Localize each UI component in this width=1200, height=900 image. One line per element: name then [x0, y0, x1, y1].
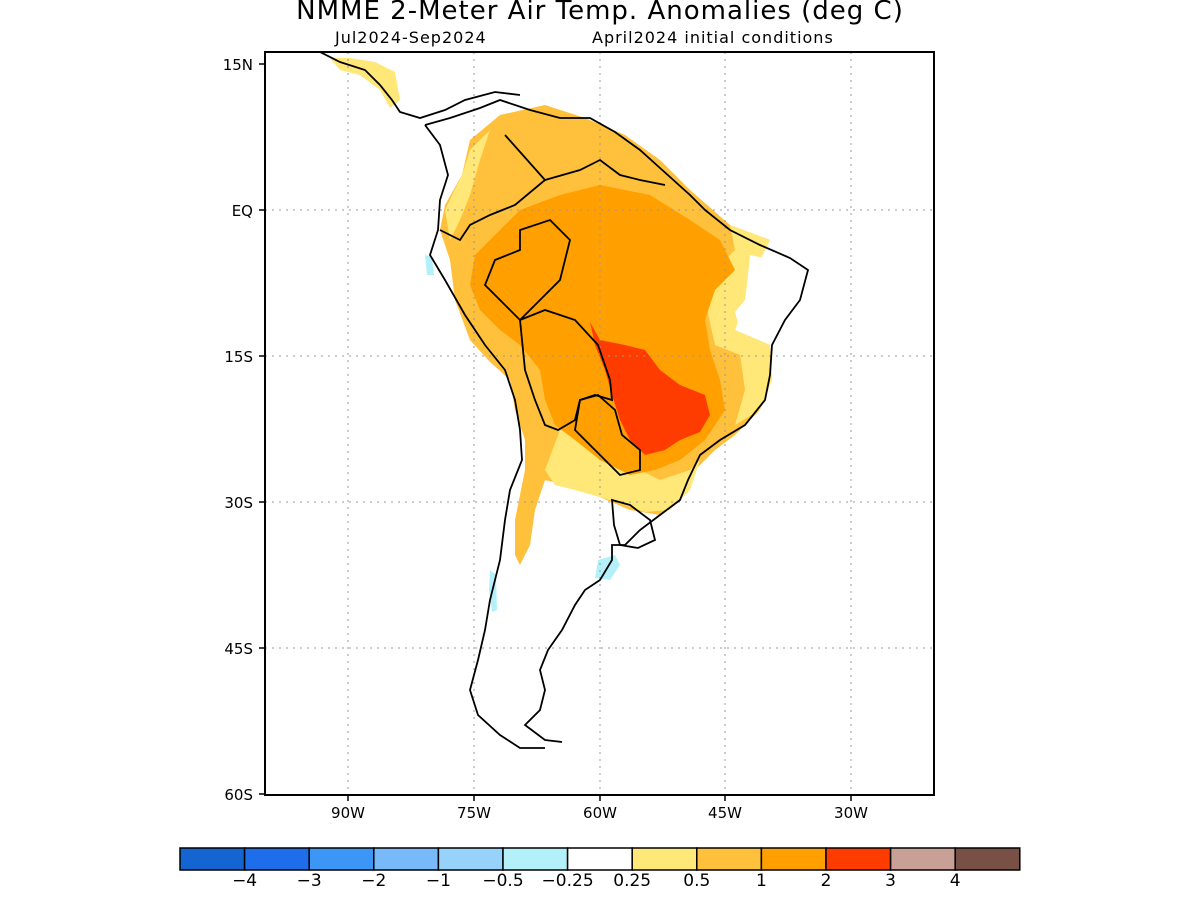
- anomaly-region-light-blue-3: [425, 255, 434, 275]
- colorbar-swatch: [566, 847, 633, 871]
- colorbar-swatch: [308, 847, 375, 871]
- lat-label-30s: 30S: [224, 494, 253, 512]
- colorbar-tick-label: −4: [232, 871, 258, 891]
- anomaly-region-white-ne: [735, 255, 795, 340]
- anomaly-field: [330, 58, 795, 612]
- colorbar-swatch: [437, 847, 504, 871]
- colorbar-swatch: [696, 847, 763, 871]
- colorbar-tick-label: −2: [361, 871, 387, 891]
- anomaly-region-yellow-nw: [445, 130, 490, 240]
- axis-ticks: [259, 63, 852, 801]
- lat-label-60s: 60S: [224, 786, 253, 804]
- lon-label-45w: 45W: [708, 804, 742, 822]
- colorbar-swatch: [825, 847, 892, 871]
- colorbar-swatch: [502, 847, 569, 871]
- colorbar-tick-label: −0.5: [482, 871, 524, 891]
- lat-label-45s: 45S: [224, 640, 253, 658]
- colorbar-tick-label: 2: [820, 871, 832, 891]
- lon-label-30w: 30W: [834, 804, 868, 822]
- colorbar-tick-label: −1: [425, 871, 451, 891]
- colorbar-tick-label: 1: [755, 871, 767, 891]
- anomaly-region-red: [590, 322, 710, 455]
- colorbar-swatch: [760, 847, 827, 871]
- colorbar-swatch: [179, 847, 246, 871]
- map-title: NMME 2-Meter Air Temp. Anomalies (deg C): [296, 0, 904, 26]
- lon-label-90w: 90W: [331, 804, 365, 822]
- lat-label-eq: EQ: [232, 202, 253, 220]
- coastlines: [319, 52, 810, 749]
- colorbar-tick-label: 0.25: [613, 871, 652, 891]
- anomaly-region-yellow-ca: [330, 58, 400, 108]
- colorbar-tick-label: 3: [885, 871, 897, 891]
- colorbar-swatch: [243, 847, 310, 871]
- colorbar-tick-label: 4: [949, 871, 961, 891]
- colorbar-tick-label: −0.25: [541, 871, 594, 891]
- colorbar-tick-label: −3: [296, 871, 322, 891]
- colorbar-swatch: [631, 847, 698, 871]
- lat-label-15n: 15N: [223, 56, 253, 74]
- graticule: [265, 52, 934, 795]
- colorbar-swatch: [889, 847, 956, 871]
- colorbar-swatch: [954, 847, 1021, 871]
- lon-label-60w: 60W: [583, 804, 617, 822]
- forecast-period: Jul2024-Sep2024: [335, 28, 487, 47]
- colorbar: [179, 847, 1021, 871]
- colorbar-tick-label: 0.5: [683, 871, 711, 891]
- lat-label-15s: 15S: [224, 348, 253, 366]
- colorbar-swatch: [373, 847, 440, 871]
- initial-conditions: April2024 initial conditions: [592, 28, 834, 47]
- lon-label-75w: 75W: [457, 804, 491, 822]
